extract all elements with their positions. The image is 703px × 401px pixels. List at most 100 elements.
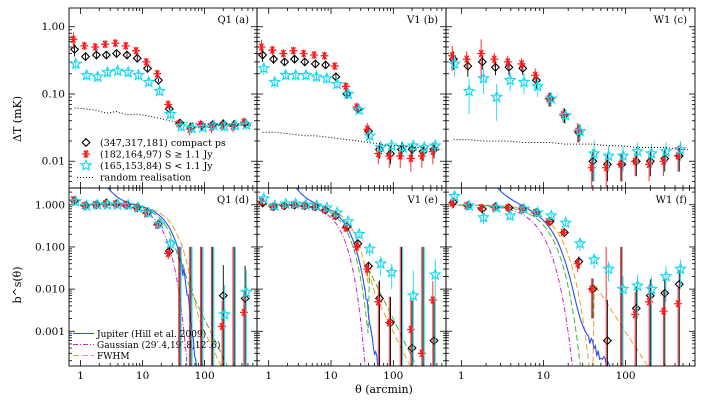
data-point — [257, 42, 266, 51]
panel-frame — [445, 7, 696, 189]
data-point — [80, 198, 94, 212]
data-point — [91, 50, 102, 60]
random-realisation-line — [262, 131, 442, 150]
data-point — [330, 205, 344, 219]
data-point — [218, 322, 227, 331]
data-point — [631, 278, 644, 292]
data-point — [463, 61, 473, 71]
data-point — [217, 119, 231, 132]
data-point — [673, 142, 687, 155]
x-tick-label: 1 — [458, 370, 465, 382]
data-point — [164, 107, 178, 120]
data-point — [396, 151, 405, 160]
data-point — [121, 65, 135, 78]
data-point — [517, 202, 531, 215]
data-point — [406, 325, 415, 334]
data-point — [239, 285, 253, 298]
x-tick-label: 10 — [537, 370, 550, 382]
data-point — [363, 125, 372, 134]
panel-1: 0.01 0.10 1.00 Q1 (a) (347,317,181) compact … — [42, 7, 258, 189]
data-point — [91, 70, 105, 83]
data-point — [300, 57, 310, 67]
data-point — [185, 121, 199, 134]
data-point — [559, 108, 573, 121]
x-tick-label: 1 — [265, 370, 272, 382]
data-point — [503, 57, 512, 66]
data-point — [279, 49, 288, 58]
data-point — [407, 343, 417, 353]
data-point — [268, 75, 282, 88]
data-point — [132, 53, 142, 63]
data-point — [289, 54, 300, 64]
data-point — [80, 68, 94, 81]
data-point — [299, 68, 313, 81]
data-point — [531, 205, 545, 219]
x-tick-label: 1 — [77, 370, 84, 382]
data-point — [164, 249, 173, 258]
data-point — [490, 55, 499, 64]
jupiter-curve — [496, 188, 611, 366]
data-point — [153, 217, 167, 230]
panel-5: 1 10 100 V1 (e) — [256, 187, 447, 382]
data-point — [490, 90, 504, 103]
data-point — [363, 264, 372, 273]
data-point — [659, 144, 673, 157]
data-point — [111, 64, 125, 77]
data-point — [268, 198, 282, 212]
data-point — [645, 160, 654, 169]
data-point — [239, 308, 248, 317]
data-point — [429, 336, 439, 346]
x-axis-label: θ (arcmin) — [355, 383, 413, 396]
data-point — [142, 206, 156, 219]
data-point — [659, 269, 673, 282]
plot-area — [448, 39, 690, 188]
panel-label: W1 (f) — [656, 195, 687, 206]
legend-label: Gaussian (29′.4,19′.8,12′.6) — [97, 340, 220, 351]
data-point — [341, 87, 355, 100]
data-point — [385, 151, 394, 160]
legend-marker — [79, 158, 93, 172]
data-point — [602, 163, 611, 172]
data-point — [503, 208, 517, 222]
data-point — [490, 62, 501, 72]
panel-label: V1 (b) — [406, 15, 438, 26]
data-point — [239, 117, 253, 131]
data-point — [310, 59, 320, 69]
data-point — [374, 297, 383, 306]
data-point — [374, 140, 388, 154]
data-point — [448, 57, 462, 70]
data-point — [299, 197, 313, 211]
data-point — [363, 126, 374, 136]
data-point — [448, 51, 457, 60]
x-tick-label: 100 — [195, 370, 215, 382]
data-point — [645, 146, 658, 160]
data-point — [111, 48, 122, 59]
panel-3: W1 (c) — [445, 7, 696, 189]
data-point — [517, 75, 531, 88]
data-point — [477, 203, 486, 212]
fwhm-curve — [71, 204, 222, 366]
data-point — [269, 54, 279, 64]
data-point — [602, 149, 616, 162]
x-tick-label: 10 — [324, 370, 337, 382]
legend-bottom: Jupiter (Hill et al. 2009)Gaussian (29′.… — [73, 329, 220, 362]
data-point — [69, 194, 83, 207]
data-point — [174, 119, 183, 128]
data-point — [385, 265, 399, 278]
data-point — [91, 197, 105, 211]
panels: 0.01 0.10 1.00 Q1 (a) (347,317,181) compact … — [35, 7, 696, 382]
data-point — [407, 144, 417, 154]
data-point — [428, 138, 442, 152]
data-point — [428, 296, 437, 305]
panel-label: Q1 (d) — [217, 195, 249, 206]
panel-2: V1 (b) — [256, 7, 447, 189]
data-point — [101, 65, 114, 78]
data-point — [602, 262, 616, 275]
data-point — [258, 50, 268, 60]
data-point — [616, 160, 625, 169]
plot-area — [257, 39, 442, 172]
data-point — [289, 68, 303, 81]
data-point — [279, 197, 293, 210]
y-tick-label: 0.10 — [42, 88, 65, 100]
data-point — [417, 349, 426, 358]
